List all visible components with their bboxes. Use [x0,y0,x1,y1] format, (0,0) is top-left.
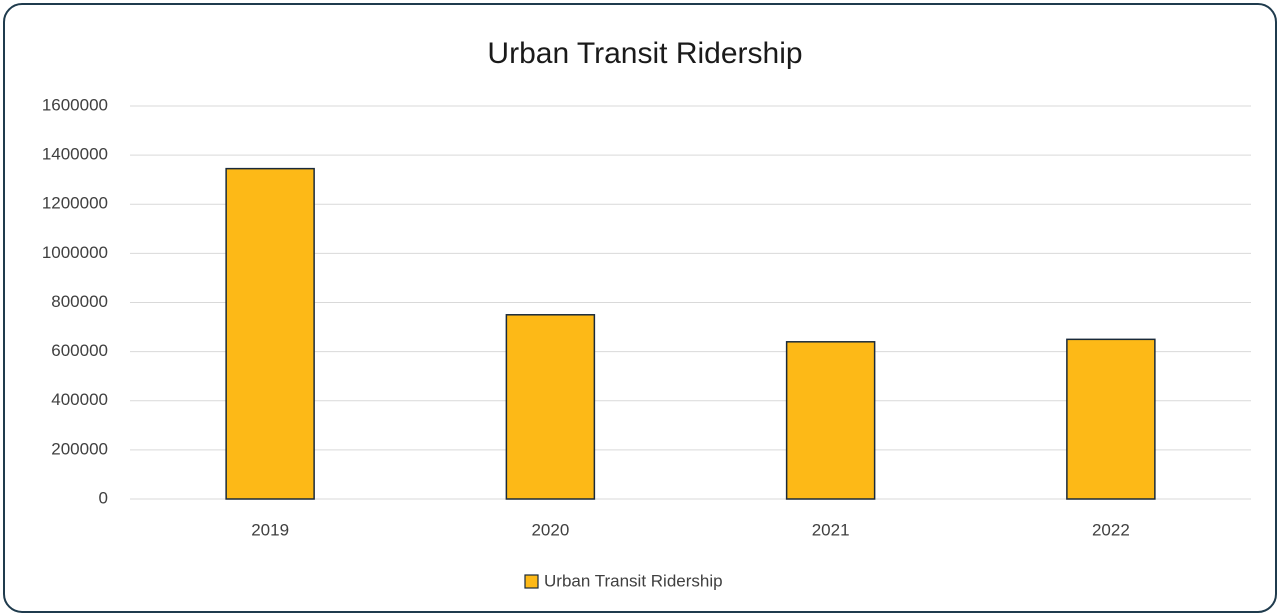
y-tick-label: 1400000 [42,145,108,164]
bar [505,314,596,500]
x-tick-label: 2020 [531,520,569,539]
y-tick-label: 0 [99,488,108,507]
bar [1066,338,1156,500]
x-tick-label: 2019 [251,520,289,539]
y-tick-label: 600000 [51,341,108,360]
y-tick-label: 1000000 [42,243,108,262]
y-tick-label: 200000 [51,439,108,458]
y-tick-label: 800000 [51,292,108,311]
y-tick-label: 1200000 [42,194,108,213]
chart-border [3,3,1277,613]
legend-label: Urban Transit Ridership [544,571,723,590]
y-tick-label: 1600000 [42,95,108,114]
legend-swatch [524,574,539,589]
chart-title: Urban Transit Ridership [487,37,802,70]
y-tick-label: 400000 [51,390,108,409]
bar [225,167,315,500]
bar [785,341,876,500]
x-tick-label: 2021 [812,520,850,539]
x-tick-label: 2022 [1092,520,1130,539]
